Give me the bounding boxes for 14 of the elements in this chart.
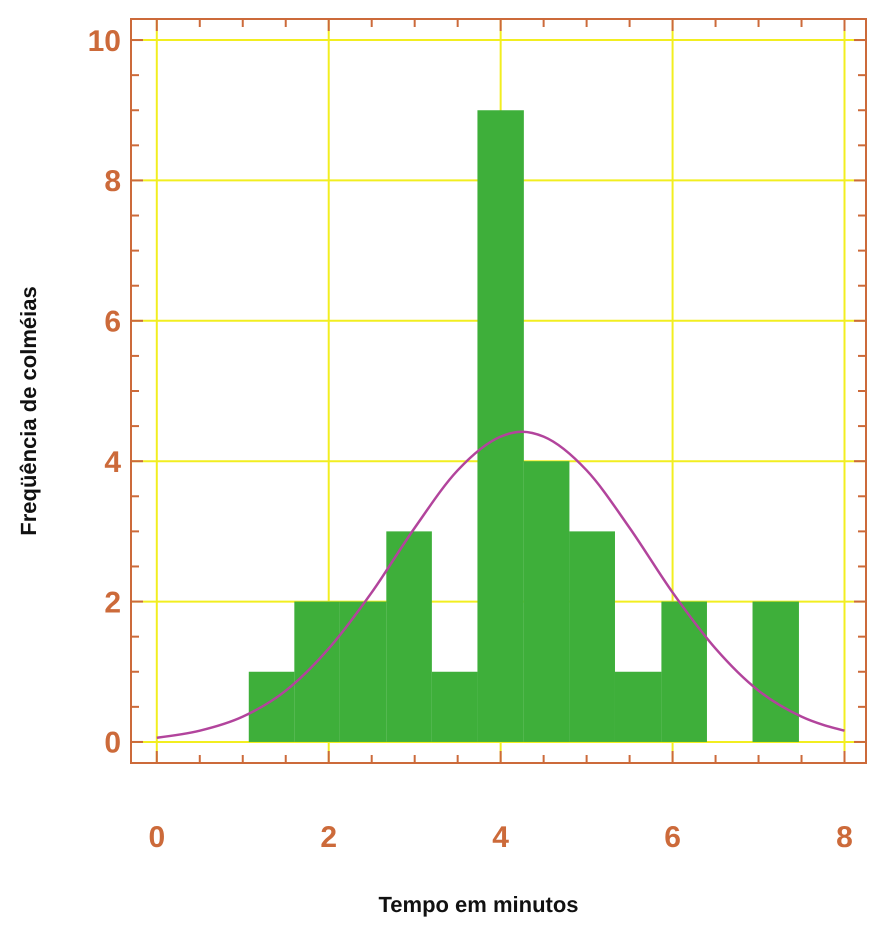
- y-tick-label: 6: [104, 306, 121, 339]
- x-tick-label: 8: [836, 821, 853, 854]
- y-axis-title: Freqüência de colméias: [16, 286, 41, 536]
- y-tick-label: 2: [104, 586, 121, 620]
- y-tick-label: 10: [88, 24, 121, 58]
- x-tick-label: 6: [664, 821, 681, 854]
- x-tick-label: 0: [148, 821, 166, 854]
- y-tick-label: 8: [104, 165, 121, 198]
- x-axis-title: Tempo em minutos: [378, 892, 579, 917]
- line-series: [156, 430, 846, 739]
- y-tick-label: 0: [104, 726, 121, 760]
- x-tick-label: 2: [320, 821, 338, 854]
- y-tick-label: 4: [104, 446, 122, 479]
- x-tick-label: 4: [492, 821, 510, 854]
